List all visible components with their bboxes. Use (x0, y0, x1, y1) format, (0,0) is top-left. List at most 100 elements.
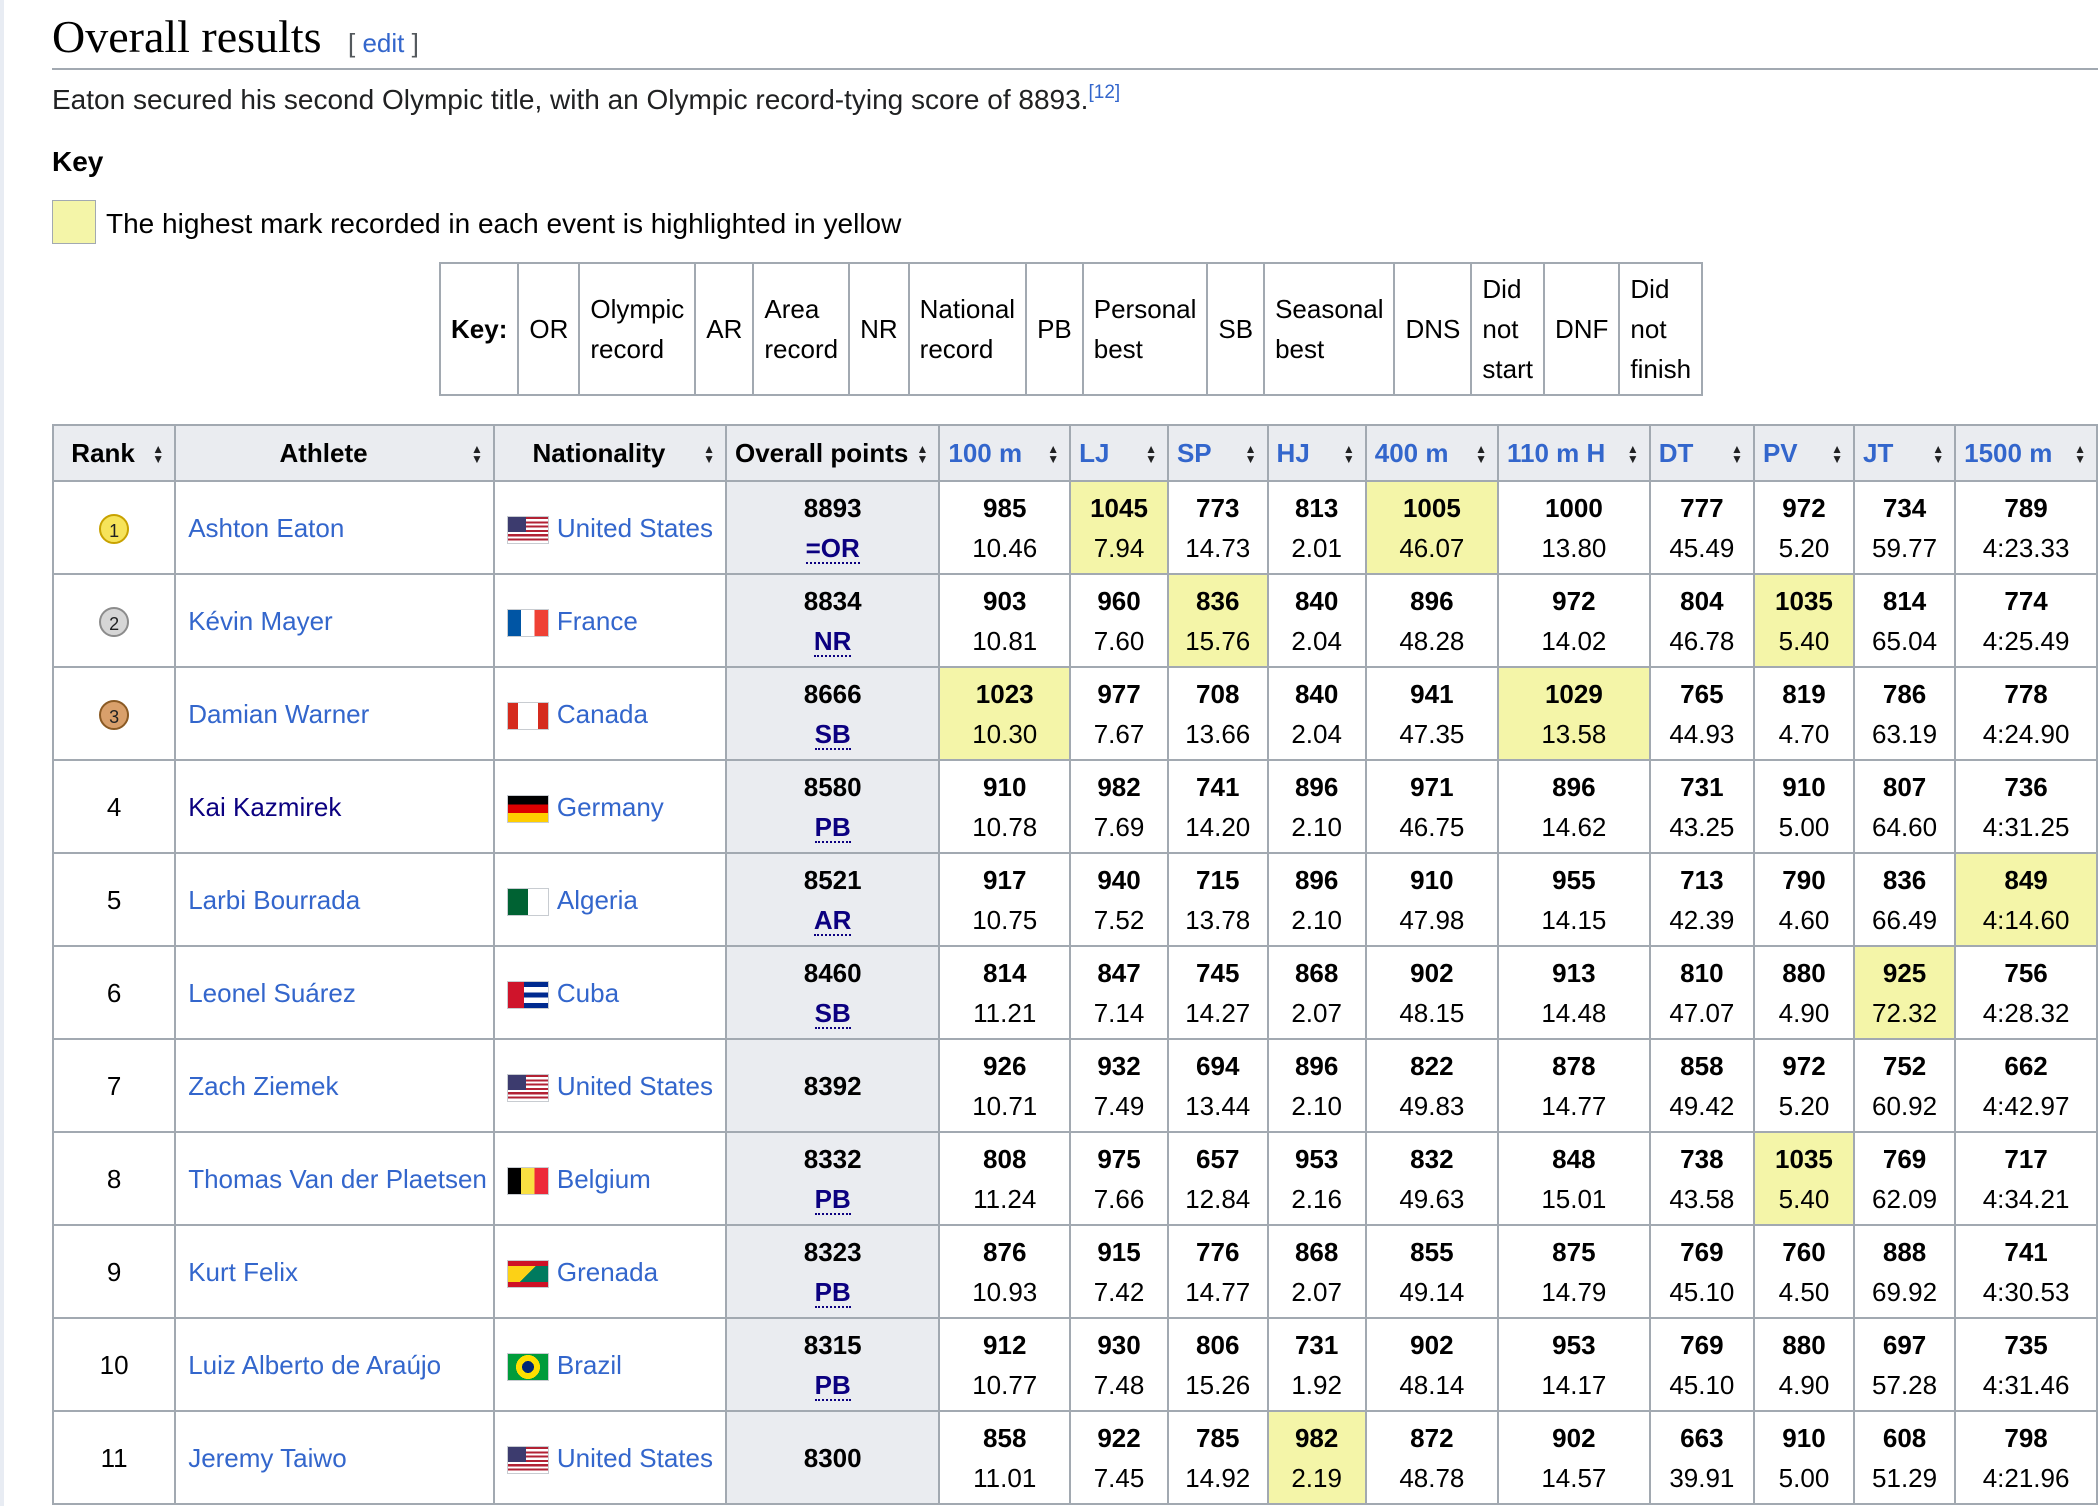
column-header[interactable]: Overall points ▲ ▼ (724, 424, 941, 482)
brazil-flag-icon (506, 1352, 549, 1381)
athlete-link[interactable]: Ashton Eaton (188, 512, 345, 543)
country-link[interactable]: Canada (556, 698, 648, 729)
overall-points-cell: 8315 PB (724, 1317, 941, 1412)
event-cell: 915 7.42 (1069, 1224, 1169, 1319)
event-mark: 2.04 (1291, 718, 1342, 749)
sort-arrows-icon[interactable]: ▲ ▼ (1475, 442, 1487, 466)
record-note-link[interactable]: =OR (805, 532, 860, 564)
column-header[interactable]: PV ▲ ▼ (1752, 424, 1856, 482)
athlete-link[interactable]: Leonel Suárez (188, 977, 356, 1008)
sort-arrows-icon[interactable]: ▲ ▼ (1145, 442, 1157, 466)
country-link[interactable]: Brazil (556, 1349, 622, 1380)
highlight-swatch (52, 200, 96, 244)
sort-arrows-icon[interactable]: ▲ ▼ (1932, 442, 1945, 466)
record-note-link[interactable]: PB (814, 1276, 851, 1308)
event-cell: 1005 46.07 (1364, 480, 1499, 575)
column-header[interactable]: Athlete ▲ ▼ (174, 424, 495, 482)
citation-link[interactable]: [12] (1088, 82, 1121, 103)
record-note-link[interactable]: PB (814, 1183, 851, 1215)
event-mark: 2.07 (1291, 997, 1342, 1028)
athlete-link[interactable]: Jeremy Taiwo (188, 1442, 347, 1473)
event-mark: 7.60 (1093, 625, 1145, 656)
record-note-link[interactable]: NR (813, 625, 852, 657)
country-link[interactable]: United States (556, 1070, 713, 1101)
event-mark: 7.94 (1093, 532, 1145, 563)
event-mark: 47.07 (1669, 997, 1735, 1028)
column-header[interactable]: HJ ▲ ▼ (1266, 424, 1367, 482)
column-header[interactable]: DT ▲ ▼ (1648, 424, 1755, 482)
event-points: 896 (1294, 1050, 1339, 1081)
column-header[interactable]: 1500 m ▲ ▼ (1954, 424, 2098, 482)
record-note-link[interactable]: PB (814, 811, 851, 843)
column-header-label: 1500 m (1964, 437, 2053, 468)
edit-link[interactable]: edit (362, 28, 405, 58)
event-points: 848 (1552, 1143, 1596, 1174)
event-points: 888 (1882, 1236, 1927, 1267)
country-link[interactable]: Belgium (556, 1163, 651, 1194)
overall-points: 8893 (803, 492, 862, 523)
sort-arrows-icon[interactable]: ▲ ▼ (470, 442, 483, 466)
country-link[interactable]: France (556, 605, 638, 636)
athlete-link[interactable]: Larbi Bourrada (188, 884, 361, 915)
event-cell: 804 46.78 (1648, 573, 1755, 668)
event-mark: 63.19 (1872, 718, 1938, 749)
column-header[interactable]: Nationality ▲ ▼ (492, 424, 727, 482)
column-header[interactable]: LJ ▲ ▼ (1069, 424, 1169, 482)
athlete-link[interactable]: Kurt Felix (188, 1256, 298, 1287)
event-cell: 773 14.73 (1166, 480, 1269, 575)
overall-points-cell: 8666 SB (724, 666, 941, 761)
athlete-link[interactable]: Thomas Van der Plaetsen (188, 1163, 487, 1194)
country-link[interactable]: Grenada (556, 1256, 659, 1287)
column-header[interactable]: Rank ▲ ▼ (51, 424, 177, 482)
country-link[interactable]: Cuba (556, 977, 620, 1008)
column-header-label: 100 m (948, 437, 1023, 468)
overall-points: 8834 (803, 585, 862, 616)
table-row: 3 Damian Warner Canada 8666 SB 1023 10.30 977 7.… (51, 666, 2098, 761)
event-mark: 10.93 (972, 1276, 1038, 1307)
abbreviation-key-table: Key: OR Olympic record AR Area record NR Nation… (438, 262, 1704, 396)
sort-arrows-icon[interactable]: ▲ ▼ (703, 442, 715, 466)
column-header[interactable]: JT ▲ ▼ (1853, 424, 1957, 482)
event-cell: 741 14.20 (1166, 759, 1269, 854)
event-cell: 807 64.60 (1853, 759, 1957, 854)
record-note-link[interactable]: PB (814, 1369, 851, 1401)
athlete-link[interactable]: Damian Warner (188, 698, 370, 729)
section-heading: Overall results [ edit ] (52, 8, 2098, 70)
athlete-link[interactable]: Luiz Alberto de Araújo (188, 1349, 442, 1380)
athlete-link[interactable]: Kévin Mayer (188, 605, 333, 636)
sort-arrows-icon[interactable]: ▲ ▼ (1831, 442, 1844, 466)
sort-arrows-icon[interactable]: ▲ ▼ (1047, 442, 1060, 466)
sort-arrows-icon[interactable]: ▲ ▼ (1342, 442, 1355, 466)
sort-arrows-icon[interactable]: ▲ ▼ (152, 442, 165, 466)
sort-arrows-icon[interactable]: ▲ ▼ (1731, 442, 1743, 466)
country-link[interactable]: Algeria (556, 884, 638, 915)
event-mark: 7.66 (1093, 1183, 1145, 1214)
record-note-link[interactable]: SB (814, 718, 851, 750)
record-note-link[interactable]: AR (813, 904, 852, 936)
athlete-link[interactable]: Zach Ziemek (188, 1070, 339, 1101)
record-note-link[interactable]: SB (814, 997, 851, 1029)
event-mark: 64.60 (1872, 811, 1938, 842)
event-points: 910 (983, 771, 1027, 802)
intro-text: Eaton secured his second Olympic title, … (52, 84, 1089, 115)
country-link[interactable]: United States (556, 512, 713, 543)
event-points: 1023 (975, 678, 1034, 709)
column-header[interactable]: SP ▲ ▼ (1166, 424, 1269, 482)
event-points: 608 (1882, 1422, 1927, 1453)
column-header[interactable]: 400 m ▲ ▼ (1364, 424, 1499, 482)
athlete-link[interactable]: Kai Kazmirek (188, 791, 342, 822)
sort-arrows-icon[interactable]: ▲ ▼ (2074, 442, 2086, 466)
event-points: 663 (1680, 1422, 1724, 1453)
column-header[interactable]: 110 m H ▲ ▼ (1496, 424, 1651, 482)
country-link[interactable]: United States (556, 1442, 713, 1473)
event-points: 790 (1782, 864, 1826, 895)
sort-arrows-icon[interactable]: ▲ ▼ (1244, 442, 1257, 466)
event-points: 807 (1882, 771, 1927, 802)
event-mark: 14.77 (1185, 1276, 1251, 1307)
us-flag-icon (506, 515, 549, 544)
event-points: 876 (983, 1236, 1027, 1267)
sort-arrows-icon[interactable]: ▲ ▼ (916, 442, 929, 466)
column-header[interactable]: 100 m ▲ ▼ (938, 424, 1072, 482)
country-link[interactable]: Germany (556, 791, 664, 822)
sort-arrows-icon[interactable]: ▲ ▼ (1626, 442, 1639, 466)
